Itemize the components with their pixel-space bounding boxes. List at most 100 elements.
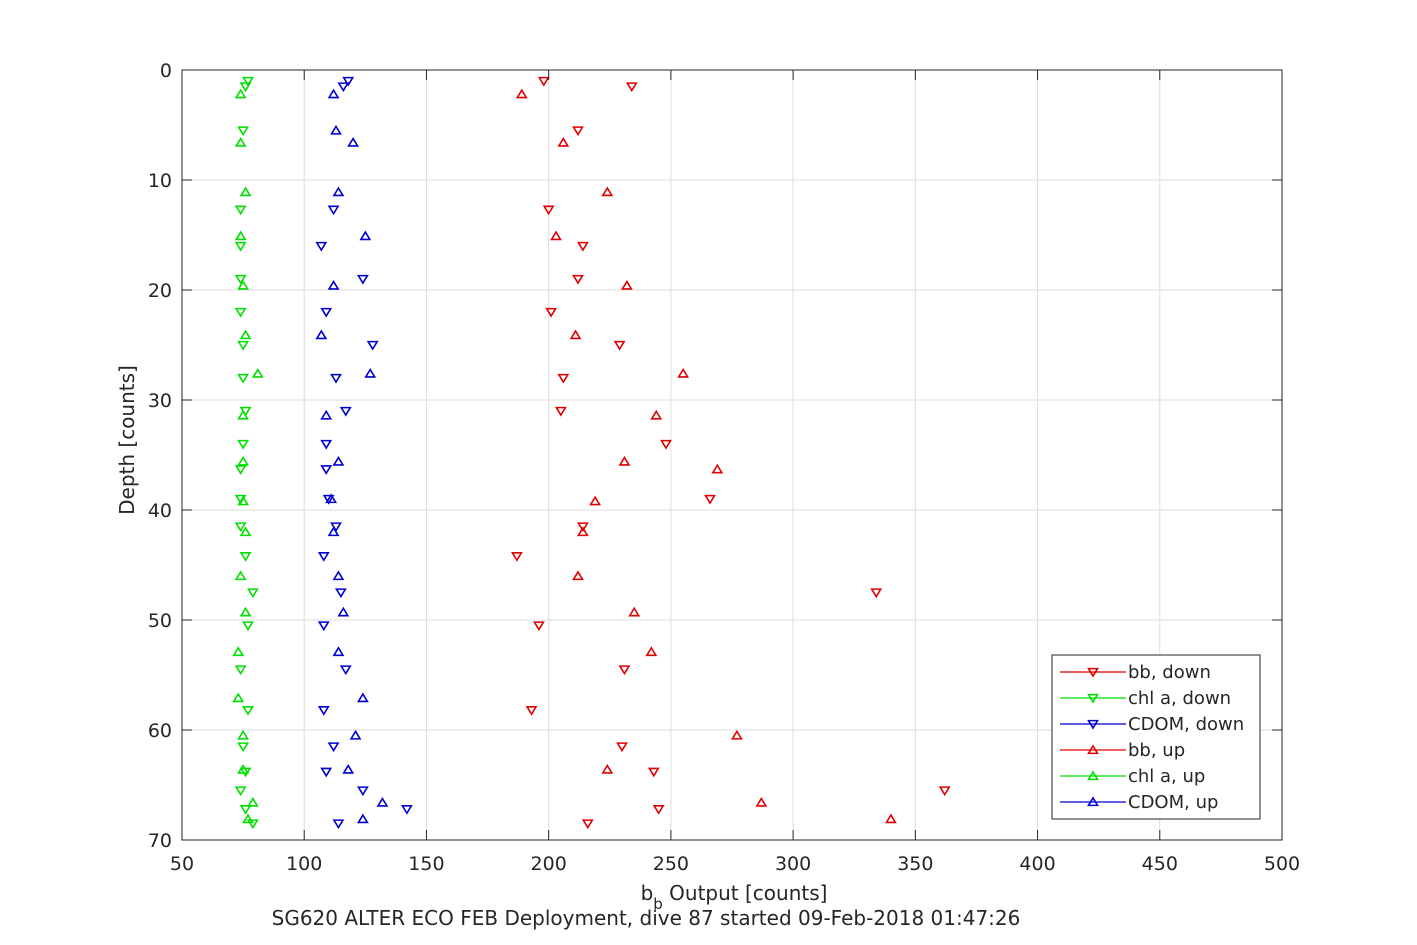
legend-item: bb, down <box>1060 662 1211 683</box>
data-point <box>237 409 250 420</box>
data-point <box>237 456 250 466</box>
data-point <box>332 819 345 830</box>
x-axis-label-main: b <box>641 881 654 905</box>
data-point <box>242 813 254 824</box>
data-point <box>938 786 951 797</box>
data-point <box>315 241 328 252</box>
data-point <box>234 665 247 676</box>
data-point <box>884 813 897 824</box>
series-2 <box>315 76 413 830</box>
data-point <box>356 813 369 824</box>
data-point <box>317 552 330 562</box>
data-point <box>332 570 345 581</box>
data-point <box>618 456 631 466</box>
data-point <box>320 439 333 450</box>
data-point <box>237 742 250 753</box>
legend-label: chl a, down <box>1128 688 1231 709</box>
data-point <box>327 280 340 290</box>
data-point <box>356 786 369 797</box>
data-point <box>339 406 352 417</box>
data-point <box>327 742 340 753</box>
data-point <box>572 570 584 581</box>
data-point <box>239 82 252 93</box>
data-point <box>246 819 259 830</box>
x-tick-label: 350 <box>897 853 933 875</box>
data-point <box>234 230 247 241</box>
data-point <box>337 606 350 617</box>
data-point <box>234 494 247 505</box>
data-point <box>601 764 614 774</box>
data-point <box>234 786 247 797</box>
data-point <box>315 329 328 340</box>
data-point <box>332 456 345 466</box>
x-tick-label: 500 <box>1264 853 1300 875</box>
data-point <box>246 588 259 599</box>
y-tick-label: 70 <box>148 830 172 852</box>
data-point <box>645 646 658 657</box>
data-point <box>325 493 338 504</box>
legend-label: CDOM, up <box>1128 792 1218 813</box>
data-point <box>359 230 372 241</box>
data-point <box>711 463 724 474</box>
data-point <box>242 706 254 716</box>
legend-item: CDOM, down <box>1060 714 1244 735</box>
figure-caption: SG620 ALTER ECO FEB Deployment, dive 87 … <box>272 906 1021 930</box>
data-point <box>755 797 768 807</box>
data-point <box>232 646 245 657</box>
x-tick-label: 300 <box>775 853 811 875</box>
data-point <box>251 368 264 378</box>
data-point <box>647 767 660 778</box>
data-point <box>650 409 663 420</box>
data-point <box>572 126 584 137</box>
data-point <box>542 205 555 216</box>
data-point <box>320 465 333 475</box>
data-point <box>332 646 345 657</box>
x-tick-label: 250 <box>653 853 689 875</box>
data-point <box>337 82 350 93</box>
data-point <box>237 729 250 740</box>
data-point <box>330 373 342 384</box>
series-1 <box>234 76 259 830</box>
data-point <box>620 280 633 290</box>
data-point <box>576 241 589 252</box>
legend-marker <box>1087 744 1099 755</box>
data-point <box>234 522 247 533</box>
data-point <box>525 706 538 716</box>
axis-ticks: 50 100 150 200 250 300 350 400 450 500 0 10 20 30 40 50… <box>148 60 1300 875</box>
x-tick-label: 400 <box>1019 853 1055 875</box>
y-tick-label: 10 <box>148 170 172 192</box>
series-3 <box>515 88 897 824</box>
data-point <box>356 274 369 285</box>
data-point <box>332 186 345 197</box>
data-point <box>660 439 672 450</box>
data-point <box>572 274 584 285</box>
legend-marker <box>1087 796 1099 807</box>
data-point <box>618 665 631 676</box>
data-point <box>554 406 567 417</box>
data-point <box>347 137 360 147</box>
data-point <box>239 329 252 340</box>
data-point <box>317 706 330 716</box>
data-point <box>515 88 528 99</box>
data-point <box>589 495 602 506</box>
data-point <box>349 729 362 740</box>
data-point <box>652 805 665 815</box>
x-axis-label-subscript: b <box>653 895 663 913</box>
data-point <box>317 621 330 632</box>
data-point <box>628 606 641 617</box>
data-point <box>557 137 570 147</box>
data-point <box>320 767 333 778</box>
data-point <box>557 373 570 384</box>
legend-item: chl a, up <box>1060 766 1205 787</box>
data-point <box>510 552 523 562</box>
series-4 <box>232 88 264 824</box>
data-point <box>239 606 252 617</box>
y-tick-label: 30 <box>148 390 172 412</box>
x-tick-label: 50 <box>170 853 194 875</box>
data-point <box>237 439 250 450</box>
data-point <box>730 729 743 740</box>
axes-box <box>181 69 1283 841</box>
legend-label: bb, up <box>1128 740 1185 761</box>
data-point <box>232 692 245 703</box>
